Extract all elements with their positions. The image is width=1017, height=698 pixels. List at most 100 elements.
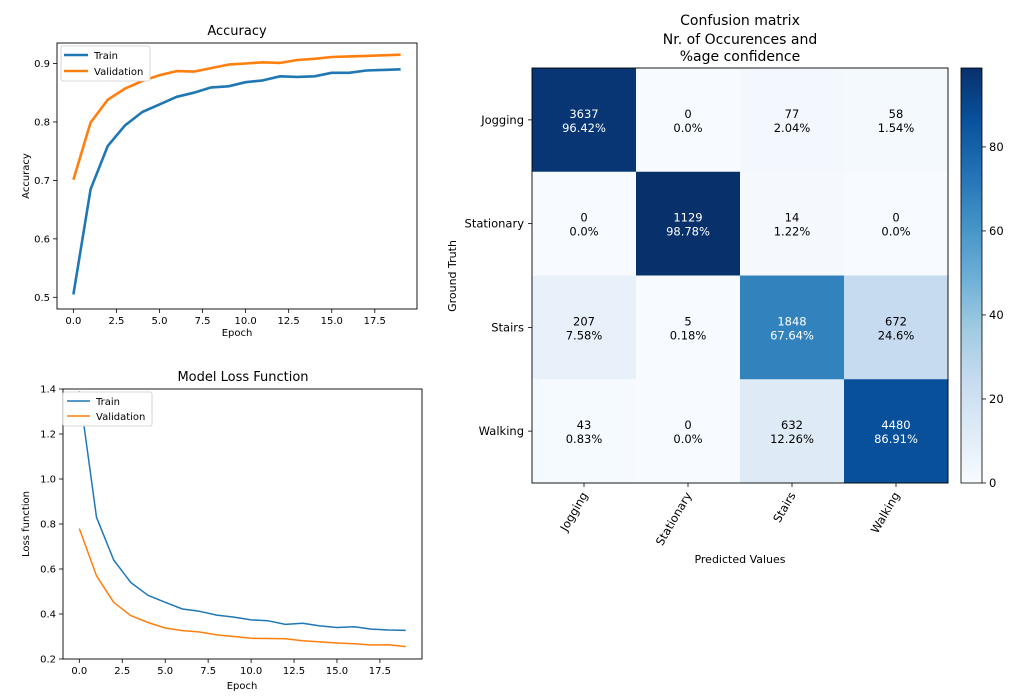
cm-cell-count: 1848 [777, 314, 806, 328]
cm-cell [636, 379, 741, 484]
cm-cell-percent: 98.78% [666, 225, 710, 239]
cm-cell-count: 632 [781, 418, 803, 432]
loss-title: Model Loss Function [177, 370, 308, 385]
cm-title-line-1: Confusion matrix [680, 13, 800, 29]
cm-colorbar-tick-label: 0 [989, 476, 996, 490]
cm-cell-percent: 2.04% [774, 121, 811, 135]
cm-title-line-3: %age confidence [680, 49, 800, 65]
cm-cell [532, 275, 637, 380]
cm-cell [636, 171, 741, 276]
cm-cell [636, 68, 741, 173]
cm-cell [740, 379, 845, 484]
cm-cell [636, 275, 741, 380]
cm-cell-count: 58 [889, 107, 904, 121]
cm-cell-count: 4480 [881, 418, 910, 432]
loss-xtick-label: 12.5 [283, 666, 305, 677]
cm-cell-count: 0 [892, 211, 899, 225]
acc-ytick-label: 0.7 [34, 176, 50, 187]
loss-ytick-label: 0.6 [40, 565, 56, 576]
accuracy-legend-train-label: Train [93, 51, 118, 62]
cm-axes-frame [531, 67, 949, 484]
cm-row-label: Walking [479, 424, 524, 438]
acc-ytick-label: 0.9 [34, 59, 50, 70]
confusion-matrix-chart: Confusion matrix Nr. of Occurences and %… [446, 13, 1004, 566]
cm-cell [740, 68, 845, 173]
cm-cell [532, 379, 637, 484]
loss-legend-validation-label: Validation [96, 412, 145, 423]
cm-cell [740, 171, 845, 276]
loss-xtick-label: 2.5 [114, 666, 130, 677]
accuracy-axes-frame [56, 42, 418, 310]
acc-ytick-label: 0.8 [34, 117, 50, 128]
cm-cell-percent: 0.83% [566, 432, 603, 446]
cm-cell-percent: 0.0% [881, 225, 910, 239]
loss-series-validation-line [78, 528, 406, 648]
cm-cell-count: 672 [885, 314, 907, 328]
cm-cell-percent: 0.0% [569, 225, 598, 239]
acc-series-train-line [72, 68, 401, 295]
cm-cell-percent: 86.91% [874, 432, 918, 446]
cm-row-label: Stationary [465, 217, 525, 231]
loss-chart: Model Loss Function 0.0 2.5 5.0 7.5 10.0 12.5… [21, 370, 423, 692]
cm-cell [844, 171, 949, 276]
cm-cell-count: 207 [573, 314, 595, 328]
cm-cell-percent: 0.0% [673, 121, 702, 135]
cm-cell-count: 77 [785, 107, 800, 121]
cm-cell-percent: 24.6% [878, 328, 915, 342]
accuracy-title: Accuracy [207, 24, 267, 39]
cm-row-label: Jogging [480, 113, 524, 127]
acc-ytick-label: 0.5 [34, 293, 50, 304]
cm-cell-percent: 0.18% [670, 328, 707, 342]
accuracy-chart: Accuracy 0.0 2.5 5.0 7.5 10.0 12.5 15.0 17.5 0.… [21, 24, 418, 339]
acc-xtick-label: 0.0 [65, 316, 81, 327]
cm-row-label: Stairs [491, 320, 524, 334]
cm-cell-percent: 0.0% [673, 432, 702, 446]
cm-cell-count: 0 [684, 418, 691, 432]
accuracy-legend: Train Validation [60, 45, 151, 82]
loss-xtick-label: 5.0 [157, 666, 173, 677]
cm-colorbar-tick-label: 60 [989, 224, 1004, 238]
cm-cell [844, 275, 949, 380]
cm-colorbar-tick-label: 40 [989, 308, 1004, 322]
cm-cell-count: 43 [577, 418, 592, 432]
loss-xlabel: Epoch [227, 681, 258, 692]
cm-cell [844, 68, 949, 173]
loss-xtick-label: 10.0 [240, 666, 262, 677]
loss-series-train-line [78, 391, 406, 632]
accuracy-legend-validation-label: Validation [94, 67, 143, 78]
acc-xtick-label: 17.5 [364, 316, 386, 327]
loss-xtick-label: 7.5 [200, 666, 216, 677]
acc-xtick-label: 15.0 [321, 316, 343, 327]
acc-xtick-label: 5.0 [152, 316, 168, 327]
cm-cell-percent: 1.54% [878, 121, 915, 135]
loss-ytick-label: 1.2 [40, 430, 56, 441]
cm-colorbar-tick-label: 20 [989, 392, 1004, 406]
loss-xtick-label: 15.0 [326, 666, 348, 677]
acc-xtick-label: 12.5 [278, 316, 300, 327]
acc-xtick-label: 7.5 [195, 316, 211, 327]
accuracy-ylabel: Accuracy [21, 153, 32, 199]
loss-xtick-label: 0.0 [71, 666, 87, 677]
acc-ytick-label: 0.6 [34, 234, 50, 245]
cm-colorbar [960, 67, 983, 484]
acc-series-validation-line [72, 53, 401, 181]
loss-legend: Train Validation [62, 391, 153, 427]
cm-cell-count: 0 [580, 211, 587, 225]
cm-cell [532, 68, 637, 173]
loss-xtick-label: 17.5 [369, 666, 391, 677]
loss-ylabel: Loss function [21, 491, 32, 557]
cm-cell-count: 14 [785, 211, 800, 225]
loss-ytick-label: 0.4 [40, 610, 56, 621]
acc-xtick-label: 2.5 [108, 316, 124, 327]
cm-cell [740, 275, 845, 380]
cm-cell-count: 1129 [673, 211, 702, 225]
cm-cell-percent: 7.58% [566, 328, 603, 342]
loss-legend-train-label: Train [95, 397, 120, 408]
cm-ylabel: Ground Truth [446, 240, 459, 312]
cm-cell-percent: 96.42% [562, 121, 606, 135]
cm-cell-percent: 1.22% [774, 225, 811, 239]
cm-colorbar-tick-label: 80 [989, 140, 1004, 154]
cm-cell [532, 171, 637, 276]
loss-ytick-label: 0.8 [40, 520, 56, 531]
